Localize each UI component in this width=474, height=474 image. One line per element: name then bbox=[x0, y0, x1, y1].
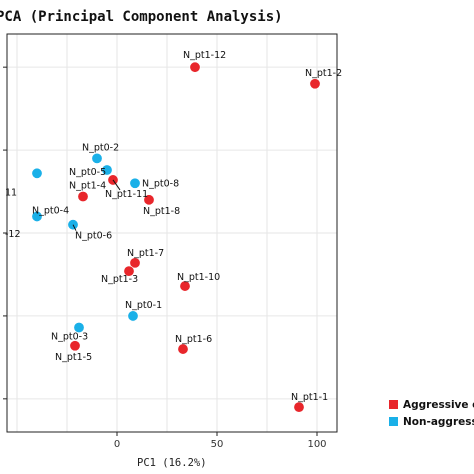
data-point bbox=[123, 265, 135, 277]
legend: Aggressive ce Non-aggress bbox=[389, 399, 474, 428]
label-leader-line bbox=[112, 179, 121, 191]
data-label: N_pt0-1 bbox=[125, 300, 162, 311]
data-point bbox=[179, 280, 191, 292]
data-label: N_pt1-7 bbox=[127, 248, 164, 259]
data-point bbox=[31, 210, 43, 222]
data-point bbox=[177, 343, 189, 355]
data-point bbox=[127, 310, 139, 322]
annotations: 11 -12 bbox=[5, 188, 21, 240]
x-axis-label: PC1 (16.2%) bbox=[137, 457, 207, 469]
data-point bbox=[129, 177, 141, 189]
data-label: N_pt1-8 bbox=[143, 206, 180, 217]
data-label: N_pt1-5 bbox=[55, 352, 92, 363]
data-point bbox=[129, 257, 141, 269]
truncated-label: -12 bbox=[5, 229, 21, 240]
data-label: N_pt1-11 bbox=[105, 189, 148, 200]
legend-entry: Non-aggress bbox=[403, 416, 474, 428]
data-label: N_pt1-1 bbox=[291, 392, 328, 403]
x-tick-label: 50 bbox=[211, 439, 224, 450]
data-label: N_pt1-6 bbox=[175, 334, 212, 345]
data-point bbox=[309, 78, 321, 90]
x-tick-label: 100 bbox=[307, 439, 326, 450]
label-leader-line bbox=[72, 224, 77, 231]
data-label: N_pt0-8 bbox=[142, 178, 179, 189]
data-label: N_pt0-5 bbox=[69, 167, 106, 178]
grid-layer bbox=[7, 34, 337, 432]
chart-title: PCA (Principal Component Analysis) bbox=[0, 9, 283, 25]
x-axis-ticks: 0 50 100 bbox=[3, 66, 327, 450]
data-point bbox=[293, 401, 305, 413]
data-label: N_pt1-12 bbox=[183, 50, 226, 61]
data-label: N_pt1-4 bbox=[69, 181, 106, 192]
data-point bbox=[69, 340, 81, 352]
data-label: N_pt0-6 bbox=[75, 231, 112, 242]
data-label: N_pt1-10 bbox=[177, 272, 220, 283]
data-label: N_pt0-2 bbox=[82, 142, 119, 153]
x-tick-label: 0 bbox=[114, 439, 120, 450]
data-label: N_pt0-4 bbox=[32, 205, 69, 216]
data-point bbox=[73, 322, 85, 334]
legend-swatch bbox=[389, 417, 398, 426]
data-label: N_pt0-3 bbox=[51, 332, 88, 343]
legend-entry: Aggressive ce bbox=[403, 399, 474, 411]
data-point bbox=[189, 61, 201, 73]
truncated-label: 11 bbox=[5, 188, 17, 199]
data-point bbox=[101, 164, 113, 176]
data-point bbox=[77, 191, 89, 203]
data-point bbox=[91, 152, 103, 164]
data-labels: N_pt1-12 N_pt1-2 N_pt1-4N_pt1-11 N_pt1-8 N_p… bbox=[32, 50, 342, 403]
data-point bbox=[143, 194, 155, 206]
data-label: N_pt1-2 bbox=[305, 68, 342, 79]
legend-swatch bbox=[389, 400, 398, 409]
data-point bbox=[31, 167, 43, 179]
data-label: N_pt1-3 bbox=[101, 274, 138, 285]
